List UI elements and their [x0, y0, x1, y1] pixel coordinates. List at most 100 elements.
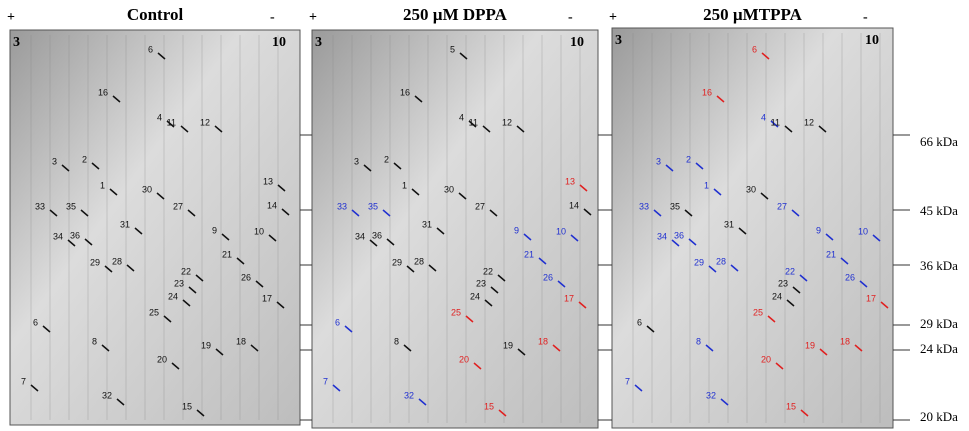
spot-label: 21 [222, 249, 232, 259]
gel-streak [87, 35, 89, 420]
spot-arrow [482, 125, 491, 133]
spot-label: 26 [845, 272, 855, 282]
spot-label: 28 [414, 256, 424, 266]
spot-arrow [276, 301, 285, 309]
ph-high: 10 [272, 35, 286, 50]
pole-minus: - [568, 10, 573, 25]
spot-arrow [418, 398, 427, 406]
spot-label: 24 [470, 291, 480, 301]
spot-arrow [579, 184, 588, 192]
spot-label: 15 [484, 401, 494, 411]
spot-arrow [880, 301, 889, 309]
spot-arrow [730, 264, 739, 272]
spot-label: 4 [157, 112, 162, 122]
spot-label: 25 [451, 307, 461, 317]
spot-arrow [490, 286, 499, 294]
spot-label: 9 [816, 225, 821, 235]
spot-label: 32 [102, 390, 112, 400]
spot-label: 11 [167, 117, 176, 127]
spot-arrow [738, 227, 747, 235]
spot-label: 27 [777, 201, 787, 211]
gel-panel [611, 27, 894, 429]
spot-label: 34 [657, 231, 667, 241]
ph-high: 10 [865, 33, 879, 48]
ph-low: 3 [315, 35, 322, 50]
spot-label: 4 [761, 112, 766, 122]
spot-arrow [369, 239, 378, 247]
spot-arrow [708, 265, 717, 273]
spot-label: 19 [503, 340, 513, 350]
spot-arrow [436, 227, 445, 235]
spot-label: 3 [52, 156, 57, 166]
spot-label: 18 [840, 336, 850, 346]
spot-arrow [428, 264, 437, 272]
gel-streak [163, 35, 165, 420]
spot-arrow [393, 162, 402, 170]
spot-label: 15 [786, 401, 796, 411]
spot-label: 16 [98, 87, 108, 97]
spot-label: 10 [556, 226, 566, 236]
spot-label: 8 [696, 336, 701, 346]
spot-label: 23 [778, 278, 788, 288]
spot-label: 29 [694, 257, 704, 267]
spot-arrow [61, 164, 70, 172]
spot-arrow [196, 409, 205, 417]
spot-label: 33 [337, 201, 347, 211]
spot-label: 20 [157, 354, 167, 364]
spot-label: 13 [565, 176, 575, 186]
spot-arrow [180, 125, 189, 133]
spot-arrow [523, 233, 532, 241]
spot-label: 21 [524, 249, 534, 259]
spot-label: 11 [771, 117, 780, 127]
spot-arrow [281, 208, 290, 216]
spot-arrow [583, 208, 592, 216]
spot-arrow [517, 348, 526, 356]
spot-label: 3 [656, 156, 661, 166]
spot-arrow [215, 348, 224, 356]
pole-minus: - [270, 10, 275, 25]
spot-label: 2 [686, 154, 691, 164]
spot-arrow [188, 286, 197, 294]
spot-label: 34 [53, 231, 63, 241]
gel-streak [541, 35, 543, 423]
spot-label: 2 [82, 154, 87, 164]
spot-label: 6 [637, 317, 642, 327]
spot-label: 28 [716, 256, 726, 266]
spot-label: 18 [236, 336, 246, 346]
ph-low: 3 [615, 33, 622, 48]
spot-arrow [671, 239, 680, 247]
spot-arrow [49, 209, 58, 217]
spot-label: 26 [241, 272, 251, 282]
gel-streak [106, 35, 108, 420]
panel-title: 250 µM DPPA [403, 5, 508, 24]
spot-label: 1 [704, 180, 709, 190]
spot-label: 10 [858, 226, 868, 236]
gel-streak [125, 35, 127, 420]
spot-label: 29 [90, 257, 100, 267]
spot-label: 10 [254, 226, 264, 236]
spot-arrow [414, 95, 423, 103]
gel-streak [201, 35, 203, 420]
spot-arrow [713, 188, 722, 196]
spot-label: 8 [394, 336, 399, 346]
gel-panel [9, 29, 301, 426]
spot-arrow [720, 398, 729, 406]
spot-arrow [91, 162, 100, 170]
spot-arrow [792, 286, 801, 294]
spot-label: 8 [92, 336, 97, 346]
spot-label: 4 [459, 112, 464, 122]
spot-arrow [786, 299, 795, 307]
spot-arrow [458, 192, 467, 200]
spot-arrow [800, 409, 809, 417]
spot-arrow [705, 344, 714, 352]
gel-streak [239, 35, 241, 420]
gel-streak [651, 33, 653, 423]
spot-arrow [465, 315, 474, 323]
spot-arrow [473, 362, 482, 370]
spot-arrow [351, 209, 360, 217]
gel-streak [30, 35, 32, 420]
gel-streak [522, 35, 524, 423]
ph-high: 10 [570, 35, 584, 50]
spot-label: 9 [514, 225, 519, 235]
spot-arrow [859, 280, 868, 288]
